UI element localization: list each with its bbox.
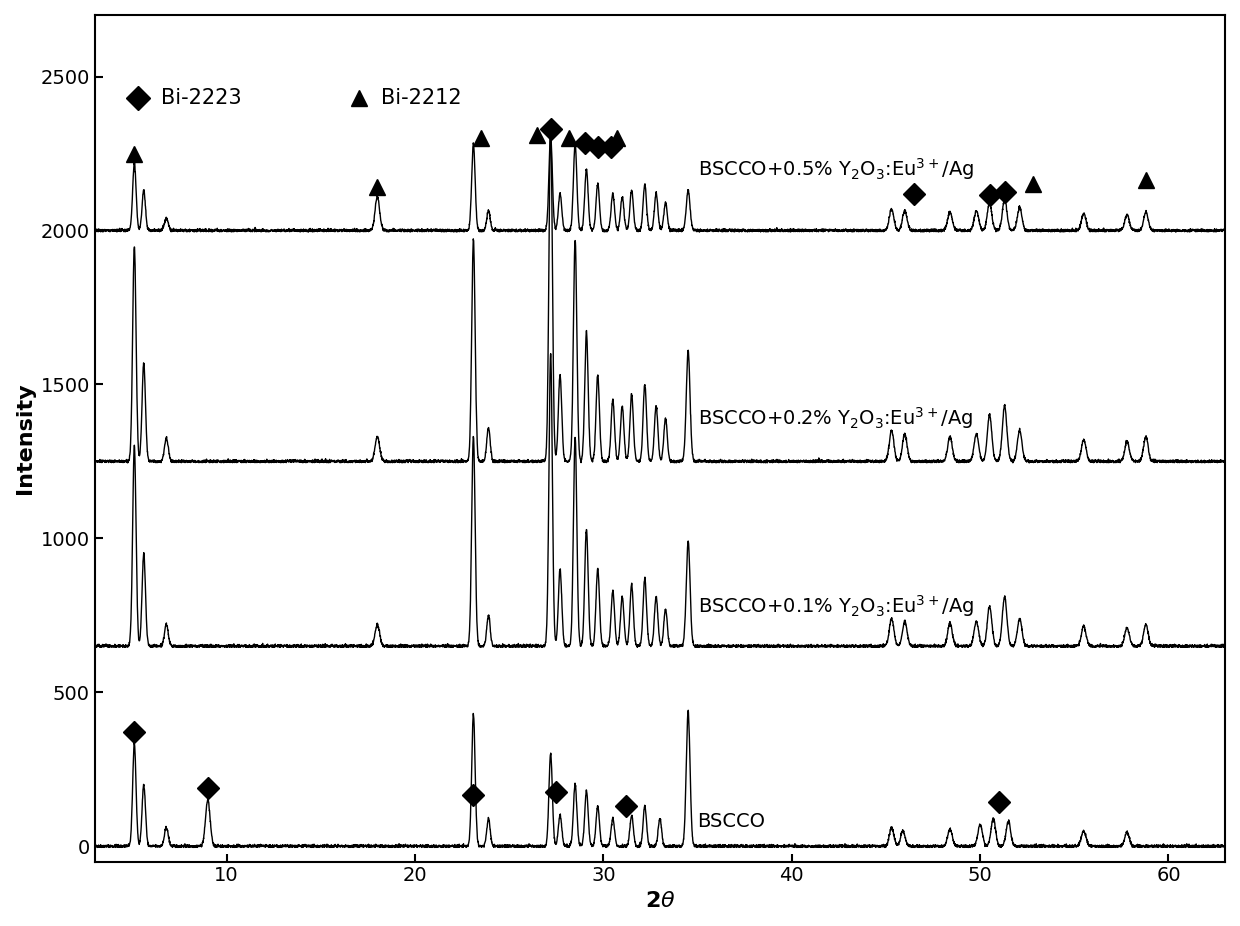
Text: BSCCO+0.2% Y$_2$O$_3$:Eu$^{3+}$/Ag: BSCCO+0.2% Y$_2$O$_3$:Eu$^{3+}$/Ag	[698, 406, 973, 432]
Text: Bi-2212: Bi-2212	[381, 88, 461, 108]
Text: Bi-2223: Bi-2223	[161, 88, 242, 108]
Text: BSCCO+0.5% Y$_2$O$_3$:Eu$^{3+}$/Ag: BSCCO+0.5% Y$_2$O$_3$:Eu$^{3+}$/Ag	[698, 156, 975, 181]
Text: BSCCO+0.1% Y$_2$O$_3$:Eu$^{3+}$/Ag: BSCCO+0.1% Y$_2$O$_3$:Eu$^{3+}$/Ag	[698, 594, 975, 619]
X-axis label: 2$\theta$: 2$\theta$	[645, 891, 676, 911]
Y-axis label: Intensity: Intensity	[15, 382, 35, 494]
Text: BSCCO: BSCCO	[698, 812, 765, 831]
